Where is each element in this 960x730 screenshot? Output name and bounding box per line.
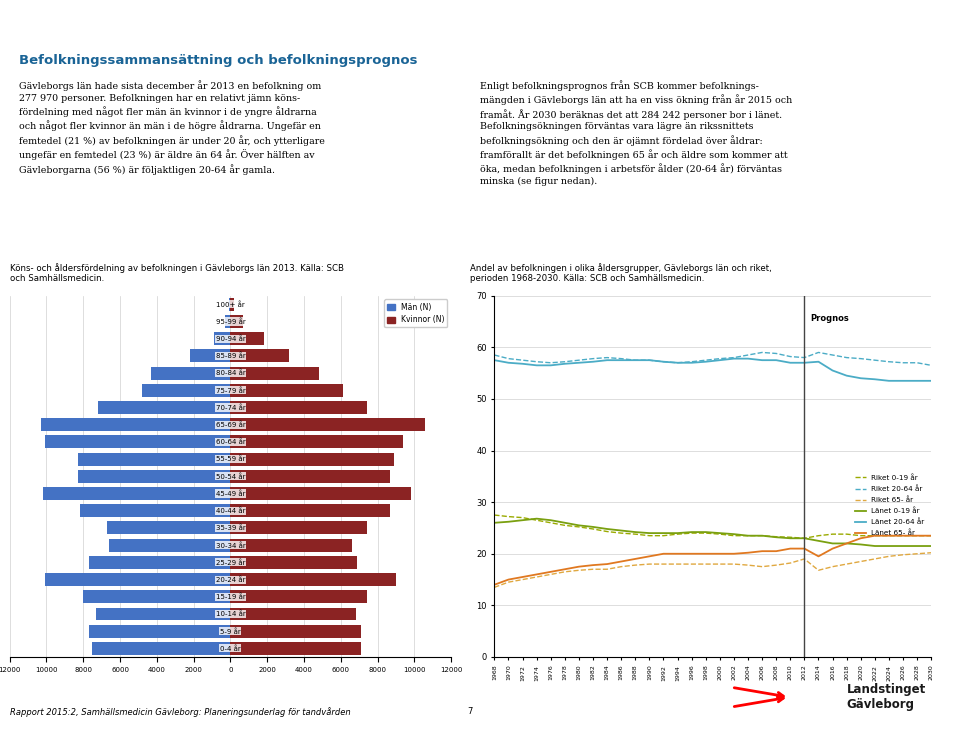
Text: Prognos: Prognos [810, 314, 849, 323]
Bar [230, 401, 367, 414]
Text: 65-69 år: 65-69 år [216, 421, 245, 428]
Text: 20-24 år: 20-24 år [216, 576, 245, 583]
Bar [96, 607, 230, 620]
Bar [230, 453, 395, 466]
Text: Andel av befolkningen i olika åldersgrupper, Gävleborgs län och riket,
perioden : Andel av befolkningen i olika åldersgrup… [470, 263, 772, 283]
Bar [78, 470, 230, 483]
Text: 80-84 år: 80-84 år [216, 369, 245, 377]
Text: 2. Länets förutsättningar: 2. Länets förutsättningar [12, 11, 248, 29]
Bar [230, 539, 352, 552]
Bar [88, 625, 230, 637]
Text: 85-89 år: 85-89 år [216, 353, 245, 359]
Text: 40-44 år: 40-44 år [216, 507, 245, 514]
Bar [108, 521, 230, 534]
Text: 100+ år: 100+ år [216, 301, 245, 307]
Bar [88, 556, 230, 569]
Bar [230, 366, 319, 380]
Text: 7: 7 [468, 707, 473, 716]
Text: Befolkningssammansättning och befolkningsprognos: Befolkningssammansättning och befolkning… [19, 54, 418, 66]
Bar [109, 539, 230, 552]
Text: 55-59 år: 55-59 år [216, 456, 245, 463]
Text: 0-4 år: 0-4 år [220, 645, 241, 652]
Bar [41, 418, 230, 431]
Bar [225, 315, 230, 328]
Text: 90-94 år: 90-94 år [216, 335, 245, 342]
Bar [142, 384, 230, 396]
Text: 10-14 år: 10-14 år [216, 610, 245, 618]
Bar [230, 607, 355, 620]
Text: 60-64 år: 60-64 år [216, 439, 245, 445]
Bar [190, 350, 230, 362]
Text: 95-99 år: 95-99 år [216, 318, 245, 325]
Bar [84, 591, 230, 603]
Text: 70-74 år: 70-74 år [216, 404, 245, 411]
Text: 35-39 år: 35-39 år [216, 525, 245, 531]
Bar [230, 350, 289, 362]
Text: 50-54 år: 50-54 år [216, 473, 245, 480]
Bar [230, 384, 343, 396]
Text: 30-34 år: 30-34 år [216, 542, 245, 548]
Bar [230, 298, 234, 311]
Text: Landstinget
Gävleborg: Landstinget Gävleborg [847, 683, 926, 711]
Bar [230, 625, 361, 637]
Bar [230, 436, 403, 448]
Bar [230, 487, 411, 500]
Text: 75-79 år: 75-79 år [216, 387, 245, 393]
Bar [98, 401, 230, 414]
Text: 15-19 år: 15-19 år [216, 593, 245, 600]
Bar [152, 366, 230, 380]
Bar [78, 453, 230, 466]
Bar [80, 504, 230, 517]
Bar [230, 556, 357, 569]
Text: 25-29 år: 25-29 år [216, 559, 245, 566]
Bar [230, 315, 243, 328]
Bar [214, 332, 230, 345]
Bar [228, 298, 230, 311]
Bar [230, 521, 367, 534]
Bar [230, 418, 425, 431]
Bar [44, 436, 230, 448]
Text: Rapport 2015:2, Samhällsmedicin Gävleborg: Planeringsunderlag för tandvården: Rapport 2015:2, Samhällsmedicin Gävlebor… [10, 707, 350, 717]
Bar [230, 470, 391, 483]
Bar [230, 332, 263, 345]
Text: 5-9 år: 5-9 år [220, 628, 241, 634]
Bar [92, 642, 230, 655]
Text: 45-49 år: 45-49 år [216, 490, 245, 497]
Bar [230, 642, 361, 655]
Bar [230, 573, 396, 586]
Text: Enligt befolkningsprognos från SCB kommer befolknings-
mängden i Gävleborgs län : Enligt befolkningsprognos från SCB komme… [480, 80, 792, 186]
Text: Gävleborgs län hade sista december år 2013 en befolkning om
277 970 personer. Be: Gävleborgs län hade sista december år 20… [19, 80, 325, 174]
Bar [44, 573, 230, 586]
Text: Köns- och åldersfördelning av befolkningen i Gävleborgs län 2013. Källa: SCB
och: Köns- och åldersfördelning av befolkning… [10, 263, 344, 283]
Bar [42, 487, 230, 500]
Legend: Riket 0-19 år, Riket 20-64 år, Riket 65- år, Länet 0-19 år, Länet 20-64 år, Läne: Riket 0-19 år, Riket 20-64 år, Riket 65-… [852, 472, 927, 539]
Bar [230, 504, 391, 517]
Legend: Män (N), Kvinnor (N): Män (N), Kvinnor (N) [384, 299, 447, 327]
Bar [230, 591, 367, 603]
